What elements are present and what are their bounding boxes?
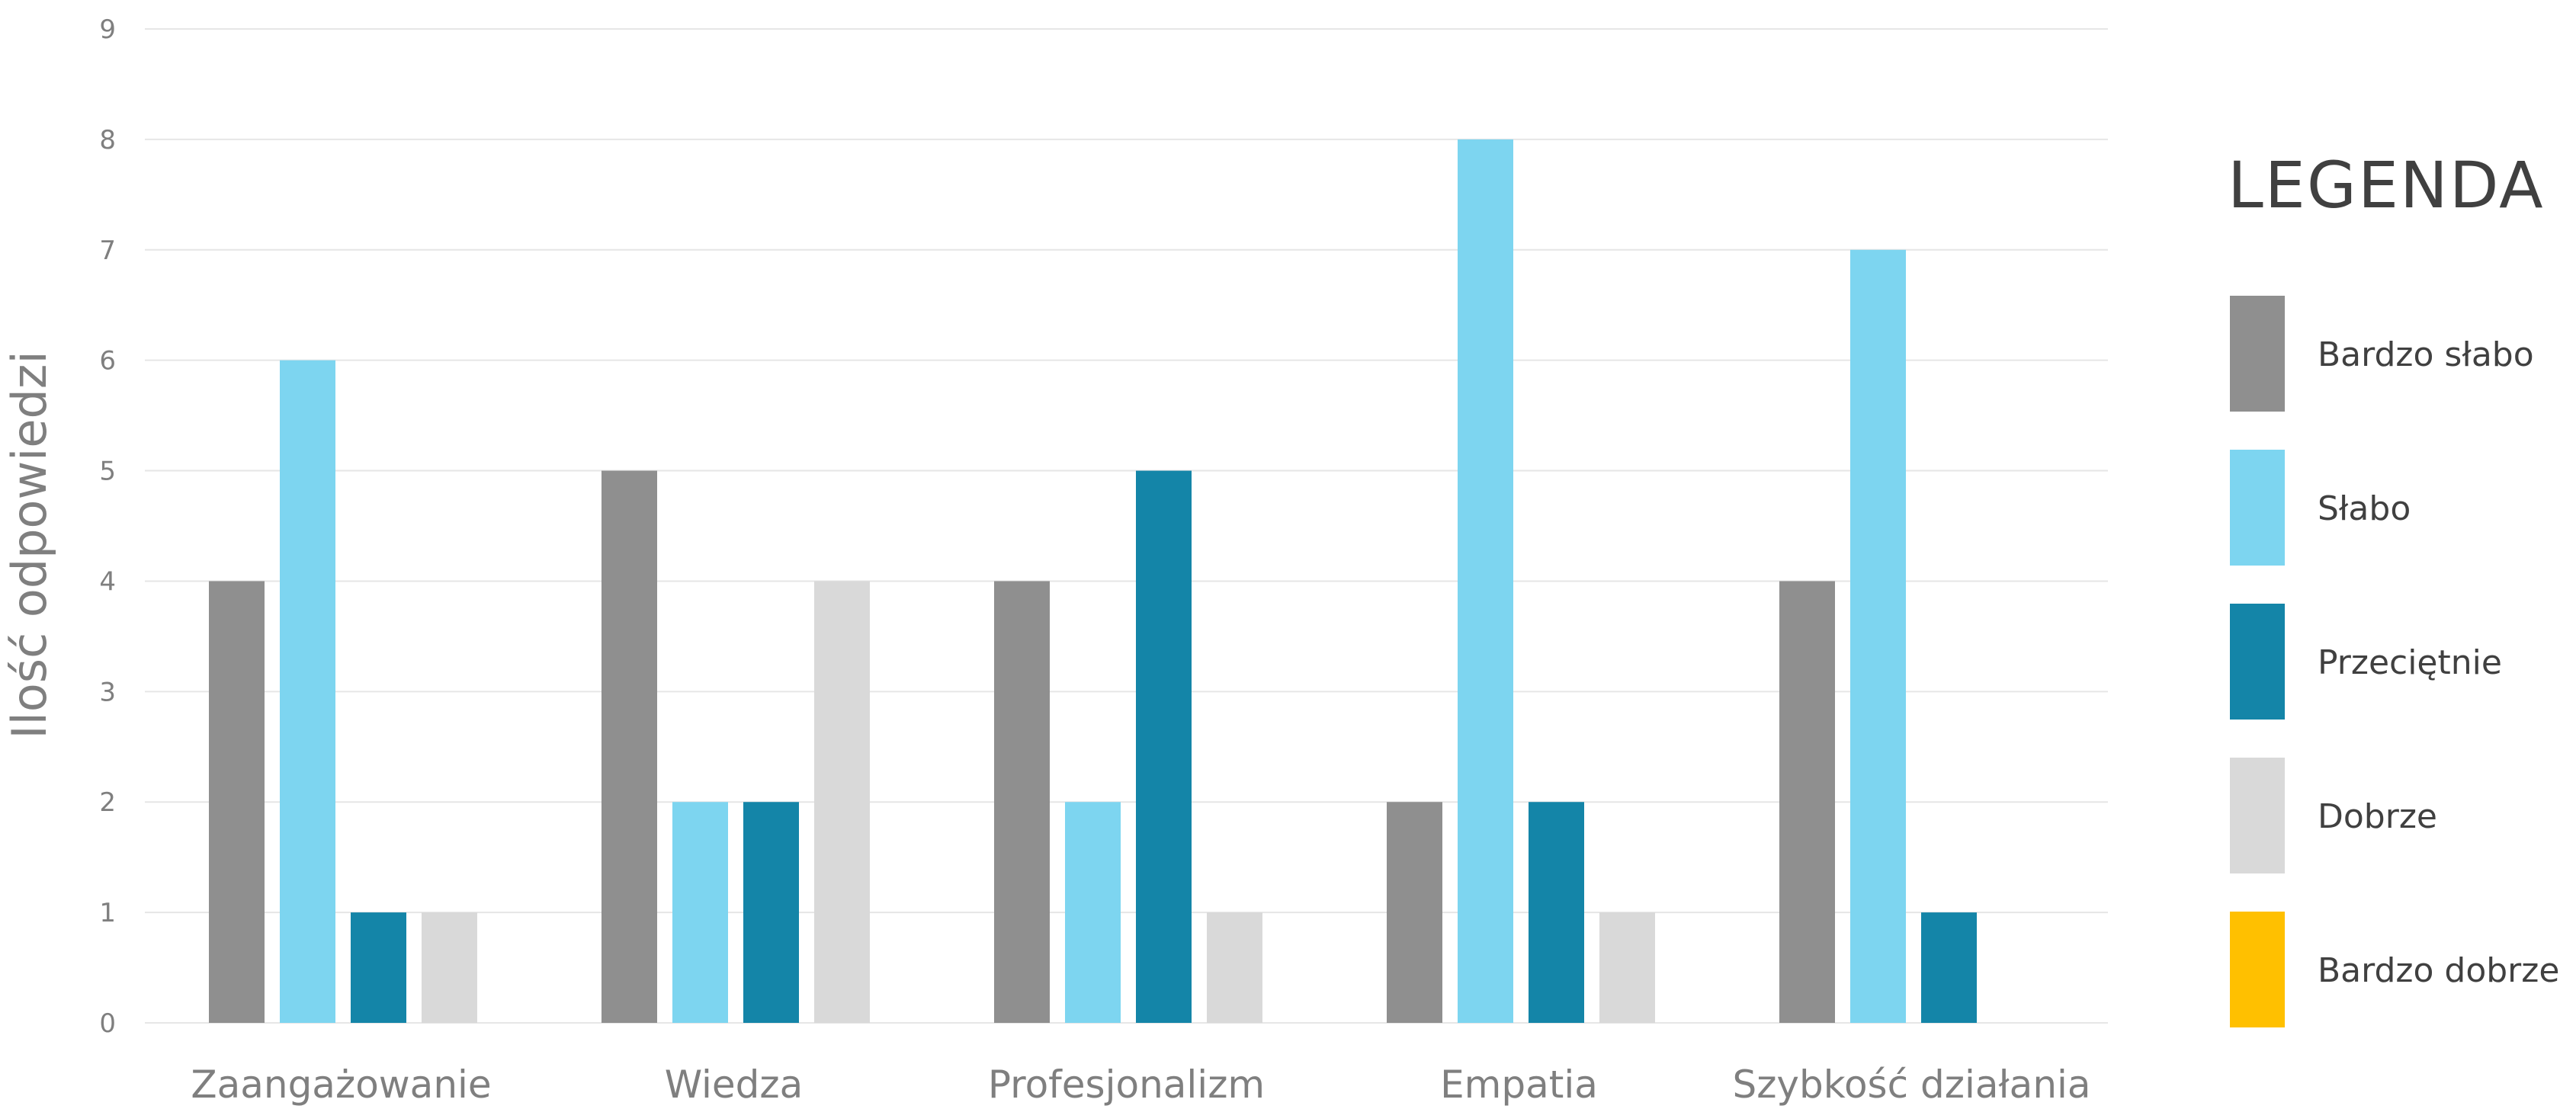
bar-słabo-2 [1065,802,1121,1023]
legend-label: Słabo [2318,489,2411,528]
bar-przeciętnie-1 [743,802,799,1023]
bar-dobrze-2 [1207,912,1262,1023]
legend-swatch [2230,296,2285,412]
bar-przeciętnie-2 [1136,470,1192,1023]
y-tick-label: 3 [99,677,116,707]
bars [209,139,1977,1024]
bar-słabo-3 [1458,139,1513,1023]
x-category-label: Empatia [1440,1063,1598,1107]
x-category-label: Profesjonalizm [988,1063,1265,1107]
bar-bardzo-słabo-0 [209,581,265,1023]
y-tick-label: 8 [99,125,116,155]
y-axis-tick-labels: 0 1 2 3 4 5 6 7 8 9 [99,14,116,1039]
bar-bardzo-słabo-3 [1387,802,1442,1023]
x-axis-category-labels: Zaangażowanie Wiedza Profesjonalizm Empatia… [191,1063,2090,1107]
y-tick-label: 1 [99,898,116,928]
y-tick-label: 7 [99,236,116,266]
legend: LEGENDA Bardzo słabo Słabo Przeciętnie Dobr… [2228,148,2559,1027]
legend-swatch [2230,758,2285,873]
y-tick-label: 4 [99,566,116,597]
legend-swatch [2230,450,2285,566]
y-tick-label: 6 [99,346,116,377]
bar-dobrze-1 [814,581,870,1023]
y-tick-label: 5 [99,457,116,487]
bar-dobrze-3 [1599,912,1655,1023]
legend-label: Bardzo słabo [2318,335,2534,374]
bar-przeciętnie-4 [1921,912,1977,1023]
bar-słabo-0 [280,360,335,1024]
legend-label: Bardzo dobrze [2318,951,2559,990]
y-tick-label: 9 [99,14,116,45]
bar-przeciętnie-0 [351,912,406,1023]
bar-bardzo-słabo-4 [1779,581,1835,1023]
legend-title: LEGENDA [2228,148,2545,223]
x-category-label: Wiedza [665,1063,804,1107]
bar-bardzo-słabo-1 [601,470,657,1023]
bar-słabo-4 [1850,249,1906,1023]
y-tick-label: 0 [99,1008,116,1039]
bar-dobrze-0 [422,912,477,1023]
bar-słabo-1 [672,802,728,1023]
legend-swatch [2230,604,2285,720]
legend-swatch [2230,912,2285,1027]
x-category-label: Zaangażowanie [191,1063,491,1107]
legend-items: Bardzo słabo Słabo Przeciętnie Dobrze Bardzo… [2230,296,2559,1027]
bar-przeciętnie-3 [1529,802,1584,1023]
y-tick-label: 2 [99,787,116,818]
legend-label: Przeciętnie [2318,643,2502,682]
bar-bardzo-słabo-2 [994,581,1050,1023]
x-category-label: Szybkość działania [1732,1063,2090,1107]
legend-label: Dobrze [2318,797,2437,836]
y-axis-title: Ilość odpowiedzi [2,351,57,739]
